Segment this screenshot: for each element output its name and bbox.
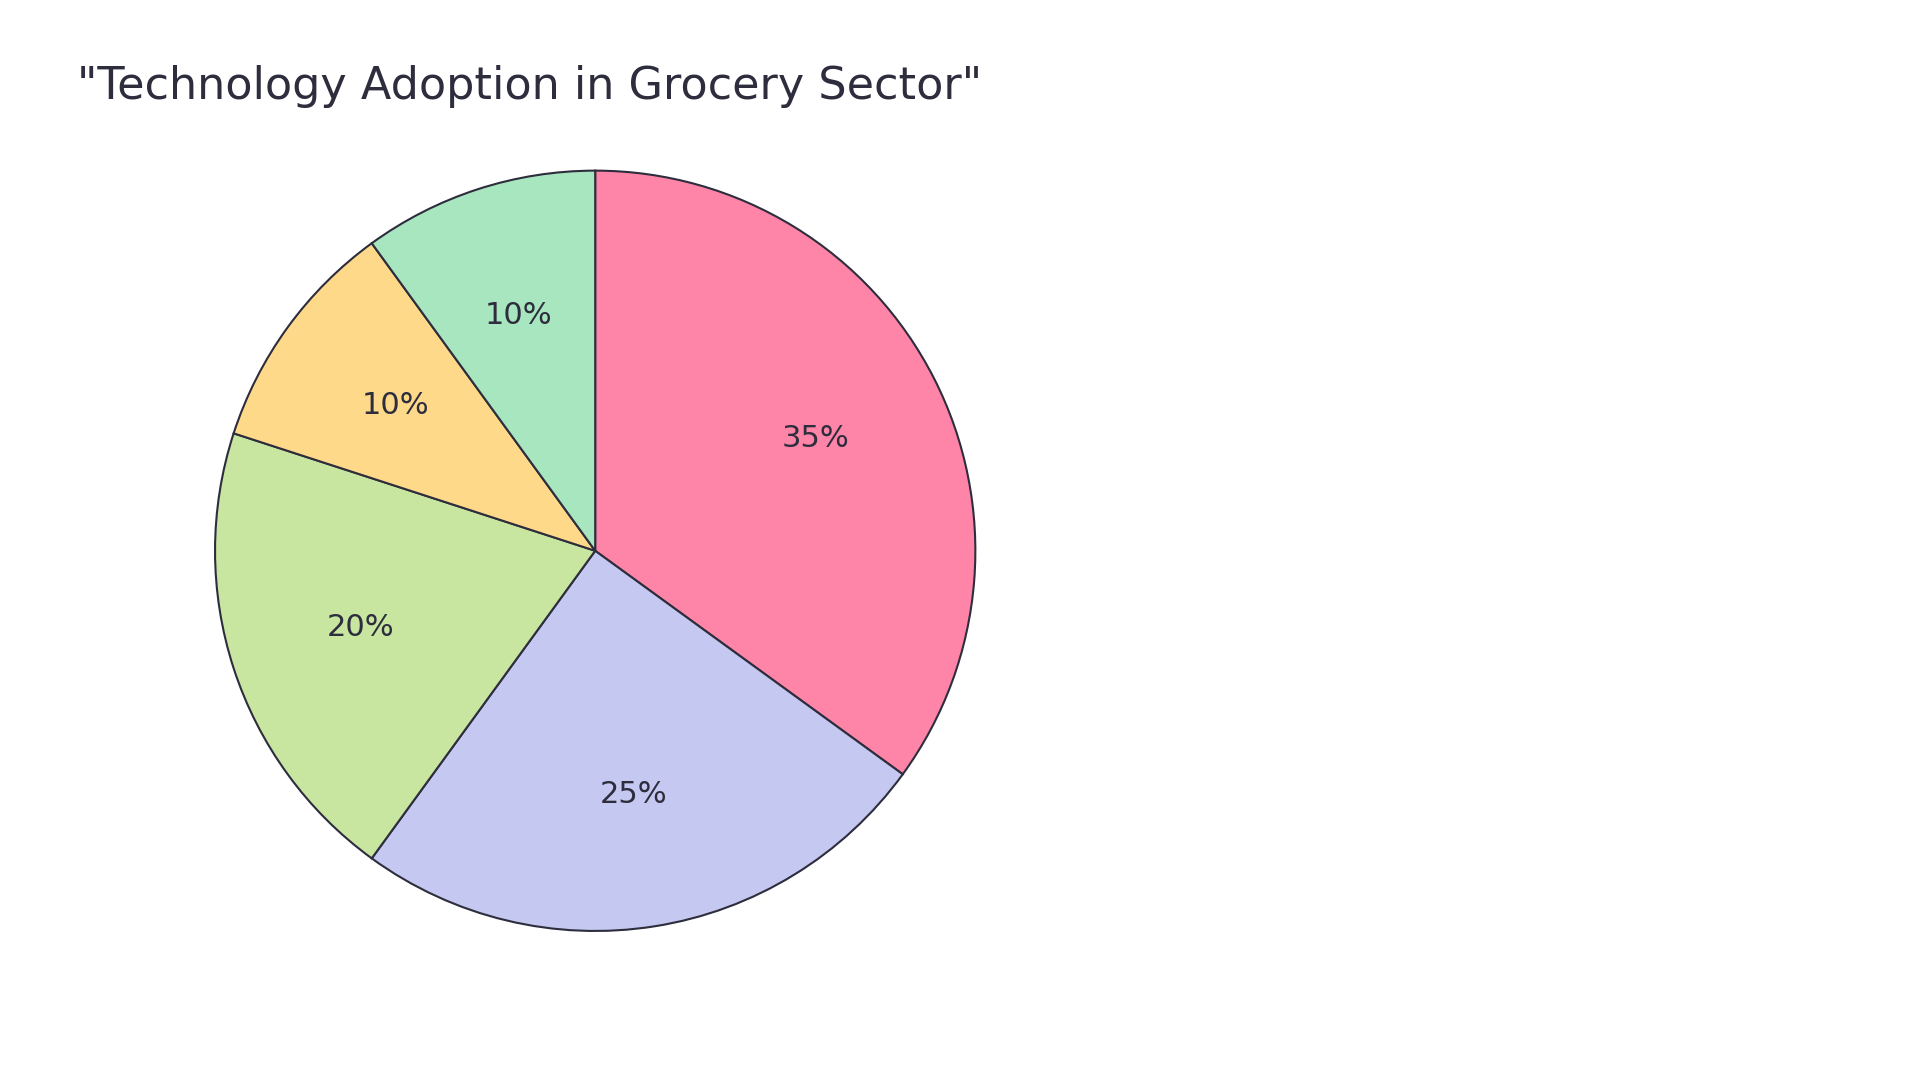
Legend: AI for Customer Data, Digital Ordering Systems, Self-Service Kiosks, Scan-and-Go: AI for Customer Data, Digital Ordering S… [1165, 410, 1659, 724]
Text: 35%: 35% [781, 424, 849, 454]
Text: 10%: 10% [361, 391, 428, 420]
Wedge shape [215, 433, 595, 859]
Text: "Technology Adoption in Grocery Sector": "Technology Adoption in Grocery Sector" [77, 65, 981, 108]
Text: 25%: 25% [601, 781, 668, 809]
Wedge shape [372, 171, 595, 551]
Wedge shape [234, 243, 595, 551]
Text: 20%: 20% [326, 612, 394, 642]
Wedge shape [595, 171, 975, 774]
Wedge shape [372, 551, 902, 931]
Text: 10%: 10% [486, 301, 553, 330]
